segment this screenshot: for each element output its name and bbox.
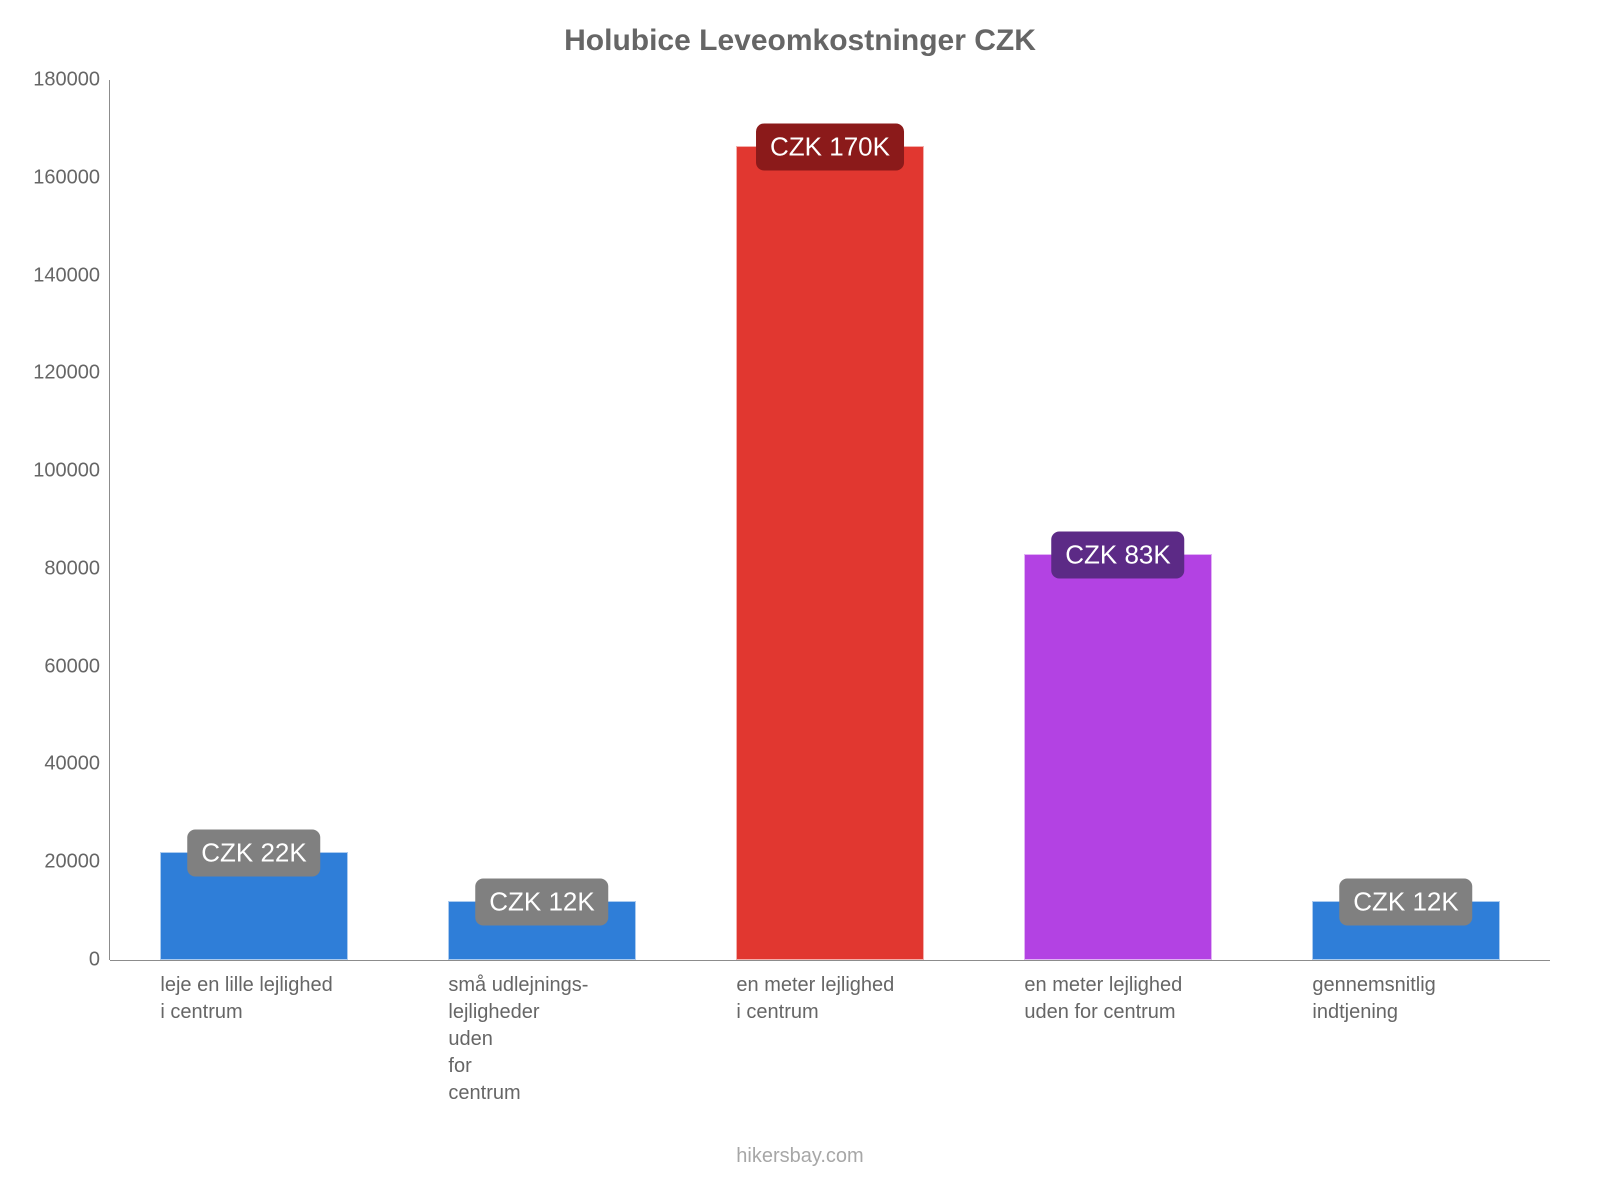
credit-text: hikersbay.com <box>0 1145 1600 1168</box>
x-category-label: en meter lejlighedi centrum <box>736 972 953 1026</box>
bar: CZK 12K <box>448 901 635 960</box>
y-tick-label: 80000 <box>44 557 100 580</box>
bars-layer: CZK 22K CZK 12K CZK 170K CZK 83K CZK 12K <box>110 80 1550 960</box>
y-tick-label: 20000 <box>44 851 100 874</box>
plot-area: CZK 22K CZK 12K CZK 170K CZK 83K CZK 12K 0 20… <box>110 80 1550 960</box>
chart-title: Holubice Leveomkostninger CZK <box>0 24 1600 58</box>
x-category-label: en meter lejligheduden for centrum <box>1024 972 1241 1026</box>
y-tick: 180000 <box>110 80 1550 81</box>
x-category-label: leje en lille lejlighedi centrum <box>160 972 377 1026</box>
y-tick: 0 <box>110 960 1550 961</box>
x-category-label: gennemsnitligindtjening <box>1312 972 1529 1026</box>
bar: CZK 83K <box>1024 554 1211 960</box>
y-tick-label: 40000 <box>44 753 100 776</box>
y-tick: 140000 <box>110 276 1550 277</box>
y-tick: 20000 <box>110 862 1550 863</box>
chart-container: Holubice Leveomkostninger CZK CZK 22KCZK… <box>0 0 1600 1200</box>
bar-value-badge: CZK 12K <box>475 879 609 926</box>
y-tick: 100000 <box>110 471 1550 472</box>
y-tick-label: 160000 <box>33 166 100 189</box>
y-tick: 60000 <box>110 667 1550 668</box>
y-tick-label: 60000 <box>44 655 100 678</box>
bar: CZK 12K <box>1312 901 1499 960</box>
bar: CZK 22K <box>160 852 347 960</box>
y-tick: 120000 <box>110 373 1550 374</box>
y-tick: 80000 <box>110 569 1550 570</box>
bar-value-badge: CZK 12K <box>1339 879 1473 926</box>
y-tick: 40000 <box>110 764 1550 765</box>
y-tick-label: 100000 <box>33 460 100 483</box>
y-tick: 160000 <box>110 178 1550 179</box>
y-tick-label: 140000 <box>33 264 100 287</box>
bar-value-badge: CZK 83K <box>1051 532 1185 579</box>
bar: CZK 170K <box>736 146 923 960</box>
y-tick-label: 180000 <box>33 69 100 92</box>
x-category-label: små udlejnings-lejlighederudenforcentrum <box>448 972 665 1107</box>
bar-value-badge: CZK 22K <box>187 830 321 877</box>
y-tick-label: 120000 <box>33 362 100 385</box>
y-tick-label: 0 <box>89 949 100 972</box>
bar-value-badge: CZK 170K <box>756 124 904 171</box>
